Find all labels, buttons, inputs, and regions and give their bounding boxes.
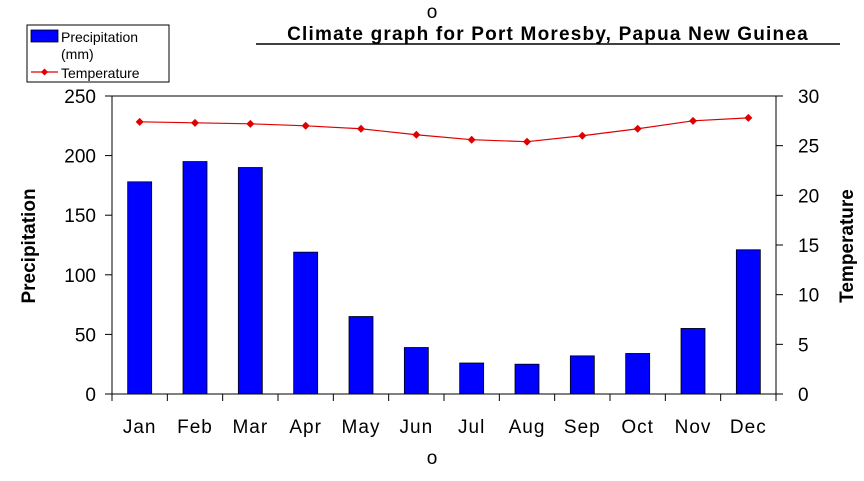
legend-label-precipitation-2: (mm)	[61, 46, 94, 62]
x-tick-label-mar: Mar	[232, 417, 268, 438]
y-tick-label-4: 200	[64, 147, 96, 168]
y-tick-label-3: 150	[64, 206, 96, 227]
y-axis-title: Precipitation	[19, 188, 40, 303]
plot-area	[111, 95, 777, 395]
bar-aug	[514, 363, 540, 395]
x-tick-label-feb: Feb	[177, 417, 213, 438]
temperature-point-jan	[135, 117, 144, 126]
bar-sep	[569, 355, 595, 395]
x-tick-label-jul: Jul	[458, 417, 485, 438]
y-tick-label-1: 50	[75, 325, 96, 346]
bar-jan	[127, 181, 153, 395]
legend: Precipitation (mm) Temperature	[26, 24, 170, 83]
bar-feb	[182, 161, 208, 395]
y2-tick-label-6: 30	[798, 87, 819, 108]
chart-title: Climate graph for Port Moresby, Papua Ne…	[287, 24, 809, 45]
temperature-point-oct	[633, 124, 642, 133]
temperature-line	[139, 117, 749, 143]
annotation-bottom: o	[427, 448, 438, 469]
x-tick-label-sep: Sep	[564, 417, 601, 438]
y2-tick-label-1: 5	[798, 335, 809, 356]
x-tick-label-dec: Dec	[730, 417, 767, 438]
y-axis: 0 50 100 150 200 250	[64, 87, 112, 406]
temperature-point-jun	[412, 130, 421, 139]
x-tick-label-jun: Jun	[400, 417, 434, 438]
y-tick-label-5: 250	[64, 87, 96, 108]
bar-nov	[680, 328, 706, 395]
y2-tick-label-0: 0	[798, 385, 809, 406]
precipitation-series	[127, 161, 761, 395]
x-tick-label-oct: Oct	[621, 417, 654, 438]
y2-tick-label-4: 20	[798, 186, 819, 207]
temperature-point-aug	[523, 137, 531, 146]
y-tick-label-0: 0	[85, 385, 96, 406]
temperature-point-dec	[744, 113, 753, 122]
legend-marker-temperature	[41, 68, 48, 76]
temperature-series	[135, 113, 753, 146]
temperature-point-sep	[578, 131, 587, 140]
temperature-point-jul	[467, 135, 476, 144]
bar-jun	[403, 347, 429, 395]
x-tick-label-apr: Apr	[289, 417, 322, 438]
y2-tick-label-3: 15	[798, 236, 819, 257]
bar-jul	[459, 362, 485, 395]
temperature-point-nov	[689, 116, 697, 125]
x-tick-label-aug: Aug	[509, 417, 546, 438]
bar-mar	[237, 167, 263, 395]
y2-tick-label-5: 25	[798, 137, 819, 158]
temperature-point-apr	[301, 121, 310, 130]
bar-oct	[625, 353, 651, 395]
x-tick-label-may: May	[342, 417, 381, 438]
legend-swatch-precipitation	[30, 29, 59, 43]
x-tick-label-nov: Nov	[675, 417, 712, 438]
x-tick-label-jan: Jan	[123, 417, 157, 438]
y-tick-label-2: 100	[64, 266, 96, 287]
bar-apr	[293, 251, 319, 395]
y2-axis-title: Temperature	[837, 189, 858, 303]
legend-label-temperature: Temperature	[61, 65, 140, 81]
y2-axis: 0 5 10 15 20 25 30	[776, 87, 819, 406]
temperature-point-may	[357, 124, 365, 133]
legend-label-precipitation-1: Precipitation	[61, 29, 138, 45]
bar-may	[348, 316, 374, 395]
temperature-point-mar	[246, 119, 255, 128]
bar-dec	[735, 249, 761, 395]
temperature-point-feb	[191, 118, 199, 127]
annotation-top: o	[427, 2, 438, 23]
y2-tick-label-2: 10	[798, 286, 819, 307]
x-axis: Jan Feb Mar Apr May Jun Jul Aug Sep Oct Nov Dec	[111, 394, 777, 438]
